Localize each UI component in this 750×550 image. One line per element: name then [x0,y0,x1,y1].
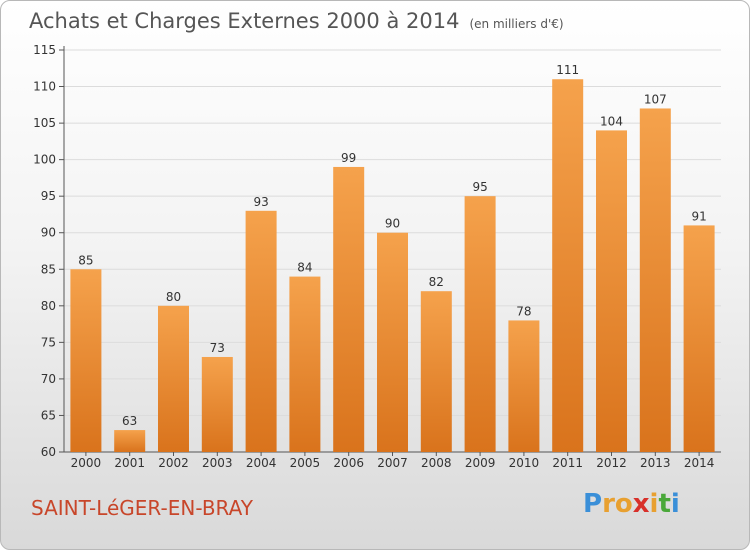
bar-2005 [289,276,321,452]
data-label: 78 [516,304,531,318]
y-tick-label: 110 [33,80,56,94]
x-tick-label: 2012 [596,456,627,470]
data-label: 84 [297,261,312,275]
x-tick-label: 2005 [290,456,321,470]
bar-2010 [508,320,540,452]
data-label: 90 [385,217,400,231]
bar-2013 [639,108,671,453]
y-tick-label: 70 [41,372,56,386]
y-tick-label: 85 [41,262,56,276]
y-tick-label: 100 [33,153,56,167]
logo-letter: P [583,489,603,519]
y-tick-label: 65 [41,408,56,422]
bar-2008 [420,291,452,452]
logo-letter: i [649,489,659,519]
bar-2009 [464,196,496,452]
data-label: 73 [210,341,225,355]
data-label: 82 [429,275,444,289]
y-tick-label: 90 [41,226,56,240]
proxiti-logo: Proxiti [583,489,680,519]
y-tick-label: 60 [41,445,56,459]
data-label: 111 [556,63,579,77]
x-tick-label: 2009 [465,456,496,470]
chart-title: Achats et Charges Externes 2000 à 2014 [29,9,460,33]
data-label: 107 [644,92,667,106]
x-tick-label: 2013 [640,456,671,470]
x-tick-label: 2004 [246,456,277,470]
bar-2006 [333,166,365,453]
x-tick-label: 2003 [202,456,233,470]
data-label: 91 [691,209,706,223]
x-tick-label: 2000 [71,456,102,470]
logo-letter: t [658,489,671,519]
commune-name: SAINT-LéGER-EN-BRAY [31,496,253,520]
y-tick-label: 80 [41,299,56,313]
logo-letter: x [632,489,650,519]
logo-letter: r [602,489,615,519]
bar-2003 [201,356,233,452]
bar-2002 [158,305,189,452]
data-label: 63 [122,414,137,428]
bar-2014 [683,225,715,452]
data-label: 104 [600,114,623,128]
y-tick-label: 115 [33,43,56,57]
bar-2012 [596,130,627,452]
x-tick-label: 2014 [684,456,715,470]
logo-letter: o [614,489,633,519]
title-row: Achats et Charges Externes 2000 à 2014 (e… [29,9,564,33]
bar-2011 [552,79,584,453]
bar-2004 [245,210,277,452]
x-tick-label: 2006 [333,456,364,470]
x-tick-label: 2011 [552,456,583,470]
bars [70,79,715,453]
x-tick-label: 2010 [509,456,540,470]
x-tick-label: 2008 [421,456,452,470]
bar-2001 [114,430,146,452]
bar-2007 [377,232,408,452]
y-tick-label: 105 [33,116,56,130]
data-label: 85 [78,253,93,267]
data-label: 95 [472,180,487,194]
y-tick-label: 75 [41,335,56,349]
data-label: 93 [253,195,268,209]
x-tick-label: 2002 [158,456,189,470]
x-tick-label: 2001 [114,456,145,470]
y-tick-label: 95 [41,189,56,203]
logo-letter: i [670,489,680,519]
bar-2000 [70,269,102,452]
chart-subtitle: (en milliers d'€) [469,17,564,31]
labels: 85 63 80 73 93 84 99 90 82 95 78 111 104 107 91 [78,63,706,428]
x-tick-label: 2007 [377,456,408,470]
data-label: 99 [341,151,356,165]
data-label: 80 [166,290,181,304]
